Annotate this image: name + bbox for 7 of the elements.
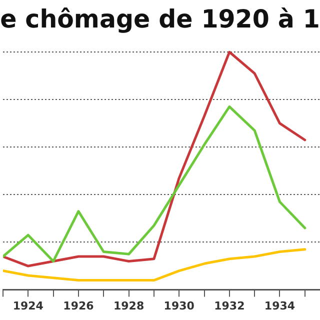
x-tick-label: 1934	[264, 299, 296, 312]
x-tick-label: 1928	[113, 299, 144, 312]
x-tick-label: 1932	[214, 299, 245, 312]
x-tick-label: 1926	[63, 299, 94, 312]
x-tick-label: 1924	[12, 299, 44, 312]
x-tick-label: 1930	[164, 299, 195, 312]
chart-title: e chômage de 1920 à 1	[0, 4, 320, 34]
